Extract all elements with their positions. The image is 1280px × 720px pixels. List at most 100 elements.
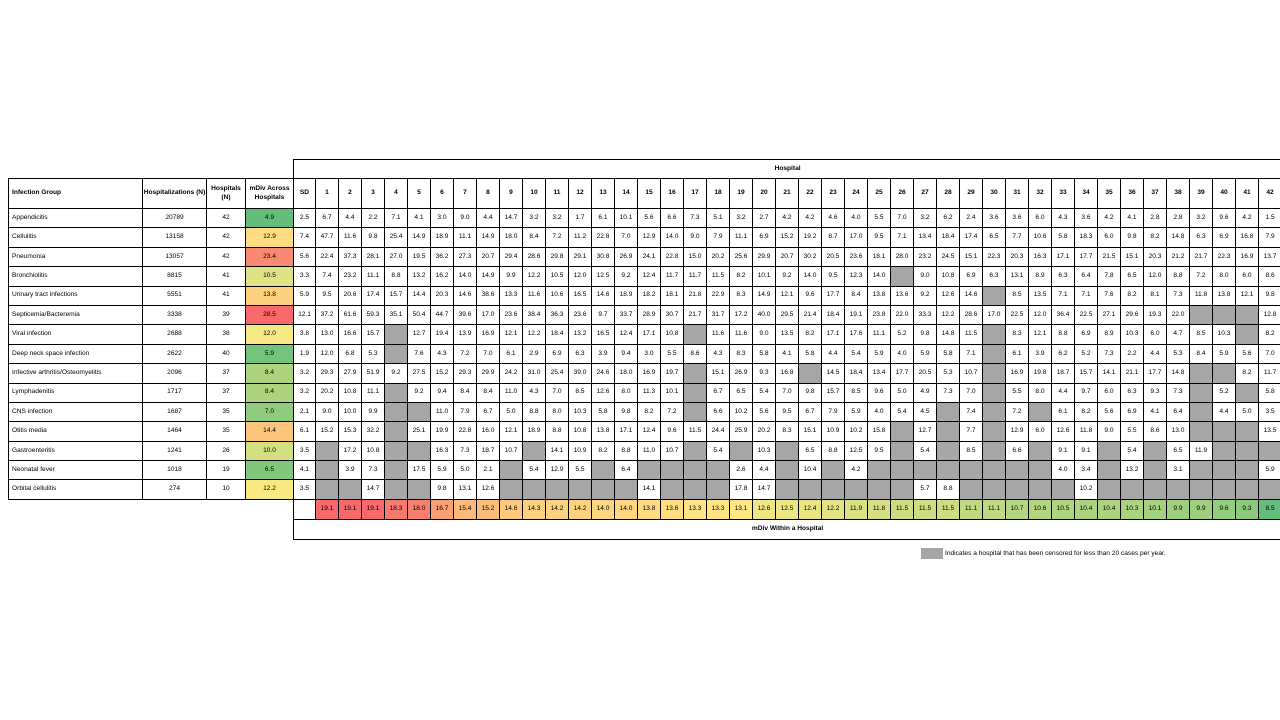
hospital-value-cell: 7.3 <box>1166 382 1190 403</box>
hospital-value-cell: 5.9 <box>1257 460 1280 481</box>
within-hospital-mdiv-cell: 9.6 <box>1212 498 1236 520</box>
within-hospital-mdiv-cell: 10.1 <box>1143 498 1167 520</box>
hospital-value-cell: 10.0 <box>338 401 362 423</box>
hospital-value-cell: 8.5 <box>959 440 983 462</box>
hospital-value-cell: 5.0 <box>890 382 914 403</box>
hospital-number-header: 30 <box>982 178 1006 209</box>
hospital-number-header: 32 <box>1028 178 1052 209</box>
censored-cell <box>1235 324 1259 345</box>
hospital-value-cell: 7.0 <box>775 382 799 403</box>
hospital-value-cell: 9.5 <box>775 401 799 423</box>
hospital-value-cell: 23.8 <box>867 304 891 326</box>
hospital-value-cell: 5.6 <box>637 207 661 229</box>
hospital-value-cell: 13.0 <box>315 324 339 345</box>
hospital-value-cell: 10.7 <box>499 440 523 462</box>
hospital-value-cell: 5.8 <box>752 343 776 365</box>
hospital-value-cell: 24.2 <box>499 363 523 384</box>
hospital-value-cell: 23.6 <box>568 304 592 326</box>
hospital-value-cell: 8.2 <box>1235 363 1259 384</box>
censored-cell <box>1235 421 1259 442</box>
censored-cell <box>982 382 1006 403</box>
hospital-value-cell: 2.4 <box>959 207 983 229</box>
hospital-value-cell: 14.5 <box>821 363 845 384</box>
hospital-value-cell: 8.2 <box>591 440 615 462</box>
hospital-value-cell: 18.9 <box>430 227 454 248</box>
hospital-value-cell: 12.4 <box>637 421 661 442</box>
hospital-number-header: 2 <box>338 178 362 209</box>
censored-cell <box>315 460 339 481</box>
hospital-value-cell: 22.8 <box>660 246 684 268</box>
censored-cell <box>384 324 408 345</box>
hospital-value-cell: 23.2 <box>913 246 937 268</box>
hospital-value-cell: 3.2 <box>729 207 753 229</box>
hospital-value-cell: 12.1 <box>775 285 799 306</box>
censored-cell <box>982 343 1006 365</box>
mdiv-across-cell: 23.4 <box>245 246 294 268</box>
censored-cell <box>775 460 799 481</box>
censored-cell <box>821 479 845 500</box>
hospital-value-cell: 8.6 <box>1257 266 1280 287</box>
hospital-value-cell: 7.1 <box>1051 285 1075 306</box>
hospital-value-cell: 10.6 <box>545 285 569 306</box>
mdiv-across-cell: 8.4 <box>245 382 294 403</box>
hospital-value-cell: 8.4 <box>522 227 546 248</box>
hospital-value-cell: 8.5 <box>844 382 868 403</box>
hospital-value-cell: 13.7 <box>1257 246 1280 268</box>
hospital-value-cell: 17.6 <box>844 324 868 345</box>
hospital-value-cell: 11.6 <box>729 324 753 345</box>
hospitalizations-cell: 3338 <box>142 304 207 326</box>
censored-cell <box>798 363 822 384</box>
hospital-value-cell: 18.9 <box>614 285 638 306</box>
hospital-value-cell: 26.9 <box>614 246 638 268</box>
hospital-value-cell: 4.1 <box>1143 401 1167 423</box>
hospital-value-cell: 7.6 <box>1097 285 1121 306</box>
censored-cell <box>407 440 431 462</box>
hospitalizations-cell: 20789 <box>142 207 207 229</box>
within-hospital-mdiv-cell: 10.3 <box>1120 498 1144 520</box>
hospital-value-cell: 3.9 <box>338 460 362 481</box>
infection-group-cell: Orbital cellulitis <box>8 479 143 500</box>
censored-cell <box>568 479 592 500</box>
hospital-number-header: 9 <box>499 178 523 209</box>
censored-cell <box>1189 421 1213 442</box>
censored-cell <box>384 479 408 500</box>
hospital-number-header: 17 <box>683 178 707 209</box>
within-hospital-mdiv-cell: 10.5 <box>1051 498 1075 520</box>
hospital-number-header: 19 <box>729 178 753 209</box>
censored-cell <box>936 440 960 462</box>
hospital-value-cell: 14.6 <box>959 285 983 306</box>
censored-cell <box>384 343 408 365</box>
censored-cell <box>522 440 546 462</box>
hospitalizations-cell: 13158 <box>142 227 207 248</box>
hospital-value-cell: 9.3 <box>752 363 776 384</box>
hospital-value-cell: 8.9 <box>1028 266 1052 287</box>
hospital-value-cell: 8.6 <box>683 343 707 365</box>
hospital-value-cell: 3.4 <box>1074 460 1098 481</box>
hospital-value-cell: 7.2 <box>1005 401 1029 423</box>
hospital-value-cell: 18.4 <box>936 227 960 248</box>
hospital-value-cell: 14.6 <box>453 285 477 306</box>
hospital-value-cell: 7.0 <box>959 382 983 403</box>
hospital-value-cell: 6.3 <box>1051 266 1075 287</box>
hospital-value-cell: 5.0 <box>1235 401 1259 423</box>
hospital-value-cell: 14.7 <box>361 479 385 500</box>
hospital-value-cell: 6.5 <box>729 382 753 403</box>
hospital-value-cell: 33.3 <box>913 304 937 326</box>
hospital-value-cell: 4.1 <box>407 207 431 229</box>
hospital-value-cell: 6.7 <box>798 401 822 423</box>
hospital-value-cell: 8.9 <box>1097 324 1121 345</box>
hospital-value-cell: 51.9 <box>361 363 385 384</box>
hospital-value-cell: 21.4 <box>798 304 822 326</box>
hospital-value-cell: 21.2 <box>1166 246 1190 268</box>
hospital-value-cell: 29.5 <box>775 304 799 326</box>
hospital-value-cell: 8.3 <box>729 285 753 306</box>
censored-cell <box>798 479 822 500</box>
censored-cell <box>1097 440 1121 462</box>
hospital-value-cell: 3.9 <box>1028 343 1052 365</box>
hospital-value-cell: 11.7 <box>1257 363 1280 384</box>
hospital-value-cell: 5.0 <box>453 460 477 481</box>
hospital-value-cell: 5.5 <box>1120 421 1144 442</box>
hospital-value-cell: 12.2 <box>936 304 960 326</box>
hospital-value-cell: 9.8 <box>361 227 385 248</box>
hospital-value-cell: 8.2 <box>798 324 822 345</box>
